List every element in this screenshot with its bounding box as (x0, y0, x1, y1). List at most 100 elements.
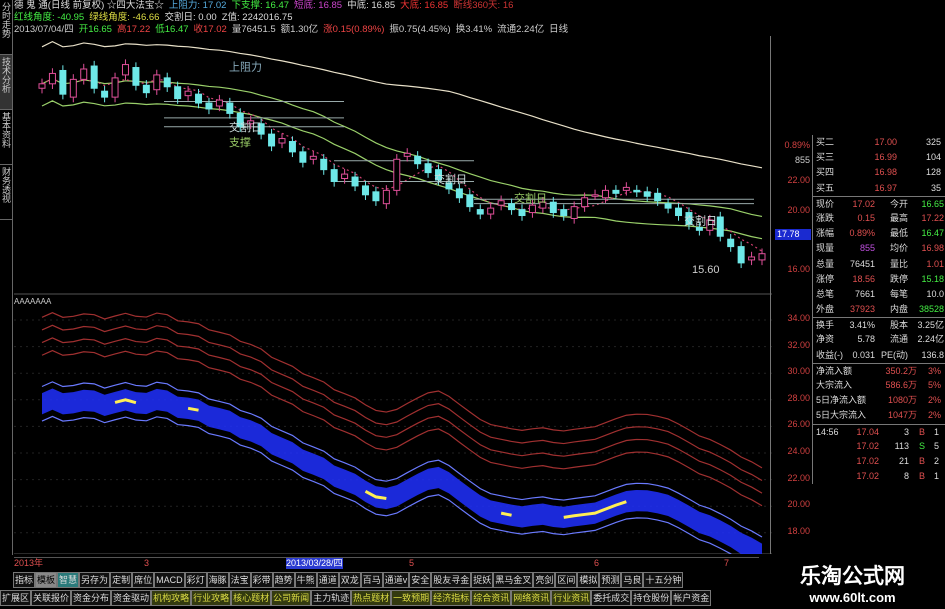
indicator-tab[interactable]: 另存为 (79, 572, 111, 588)
quote-cell: 5% (927, 380, 941, 390)
quote-cell: 买四 (816, 167, 835, 178)
date-label: 2013/03/28/四 (286, 558, 343, 569)
info-tab[interactable]: 帐户资金 (671, 590, 712, 606)
highlight-segment (500, 511, 512, 517)
indicator-tab[interactable]: 十五分钟 (643, 572, 684, 588)
indicator-tab[interactable]: 通道v (382, 572, 410, 588)
side-tab-finance[interactable]: 财务透视 (0, 165, 12, 220)
info-tabs: 扩展区 关联报价 资金分布 资金驱动 机构攻略 行业攻略 核心题材 公司新闻 主力轨迹 热点题材一… (0, 590, 712, 606)
indicator-tab[interactable]: 股友寻金 (431, 572, 472, 588)
header-field: 高17.22 (116, 24, 151, 35)
info-tab[interactable]: 综合资讯 (471, 590, 512, 606)
candle-body (581, 197, 589, 208)
candle-body (716, 216, 724, 237)
quote-row: 收益(-) 0.031 PE(动) 136.8 (813, 348, 945, 363)
quote-cell: 均价 (889, 243, 908, 254)
indicator-tab[interactable]: 席位 (132, 572, 155, 588)
candle-body (247, 120, 255, 125)
indicator-tab[interactable]: 海豚 (206, 572, 229, 588)
info-tab[interactable]: 网络资讯 (511, 590, 552, 606)
indicator-tab[interactable]: 百马 (360, 572, 383, 588)
info-tab[interactable]: 公司新闻 (271, 590, 312, 606)
indicator-tab[interactable]: 黑马金叉 (493, 572, 534, 588)
quote-cell: 16.99 (874, 152, 897, 163)
quote-cell: 16.98 (874, 167, 897, 178)
candle-body (445, 182, 453, 190)
side-tab-basic[interactable]: 基本资料 (0, 110, 12, 165)
chart-label-support: 支撑 (229, 135, 251, 149)
indicator-tab[interactable]: 双龙 (338, 572, 361, 588)
info-tab[interactable]: 核心题材 (231, 590, 272, 606)
info-tab[interactable]: 经济指标 (431, 590, 472, 606)
info-tab[interactable]: 持仓股份 (631, 590, 672, 606)
candle-body (153, 74, 161, 91)
info-tab[interactable]: 关联报价 (31, 590, 72, 606)
header-field: 绿线角度: -46.66 (89, 12, 160, 23)
indicator-tab[interactable]: 捉妖 (471, 572, 494, 588)
indicator-tab[interactable]: 模板 (35, 572, 58, 588)
indicator-tab[interactable]: 预测 (599, 572, 622, 588)
indicator-tabs: 指标 模板 智慧 另存为 定制 席位 MACD 彩灯 海豚 法宝 彩带 趋势 牛熊 通道 双龙 百马 通道v 安全… (13, 572, 684, 588)
header-field: 交割日: 0.00 (164, 12, 217, 23)
quote-cell: 35 (930, 182, 941, 193)
quote-cell: 涨幅 (816, 228, 835, 239)
ma-long-line (41, 40, 763, 169)
indicator-tab[interactable]: 牛熊 (294, 572, 317, 588)
header-field: Z值: 2242016.75 (221, 12, 293, 23)
indicator-tick: 26.00 (787, 419, 810, 430)
quote-cell: 3.41% (849, 320, 875, 331)
quote-cell: 14:56 (816, 426, 839, 437)
quote-row: 14:56 17.04 3 B 1 (813, 423, 945, 439)
indicator-tab[interactable]: 安全 (409, 572, 432, 588)
info-tab[interactable]: 委托成交 (591, 590, 632, 606)
quote-row: 外盘 37923 内盘 38528 (813, 302, 945, 317)
indicator-tab[interactable]: 彩带 (250, 572, 273, 588)
info-tab[interactable]: 行业资讯 (551, 590, 592, 606)
indicator-tab[interactable]: 指标 (13, 572, 36, 588)
candle-body (101, 90, 109, 98)
date-label: 2013年 (14, 558, 44, 568)
candle-body (643, 191, 651, 197)
candle-body (309, 155, 317, 160)
indicator-tab[interactable]: 通道 (316, 572, 339, 588)
indicator-tab[interactable]: 趋势 (272, 572, 295, 588)
indicator-tab[interactable]: 区间 (555, 572, 578, 588)
indicator-tab[interactable]: 智慧 (57, 572, 80, 588)
candle-body (226, 102, 234, 114)
price-tick: 20.00 (787, 205, 810, 215)
info-tab[interactable]: 资金驱动 (111, 590, 152, 606)
indicator-tab[interactable]: 马良 (621, 572, 644, 588)
band-edge (41, 381, 763, 538)
info-tab[interactable]: 热点题材 (351, 590, 392, 606)
indicator-tab[interactable]: 定制 (110, 572, 133, 588)
side-tab-intraday[interactable]: 分时走势 (0, 0, 12, 55)
quote-cell: 总量 (816, 258, 835, 269)
indicator-tab[interactable]: 彩灯 (184, 572, 207, 588)
candle-body (685, 212, 693, 225)
quote-row: 净流入额 350.2万 3% (813, 362, 945, 378)
quote-cell: 8 (903, 471, 909, 482)
candle-body (111, 77, 119, 98)
quote-cell: 跌停 (889, 273, 908, 284)
indicator-tab[interactable]: 模拟 (577, 572, 600, 588)
indicator-name: AAAAAAA (14, 297, 52, 306)
header-field: 德 鬼 通(日线 前复权) ☆四大法宝☆ (14, 0, 164, 11)
info-tab[interactable]: 扩展区 (0, 590, 32, 606)
header-field: 红线角度: -40.95 (14, 12, 85, 23)
quote-cell: 股本 (889, 320, 908, 331)
info-tab[interactable]: 主力轨迹 (311, 590, 352, 606)
candle-body (570, 206, 578, 219)
indicator-tab[interactable]: 亮剑 (533, 572, 556, 588)
quote-cell: 2% (927, 410, 941, 421)
candle-body (654, 192, 662, 202)
indicator-tab[interactable]: MACD (154, 572, 185, 588)
quote-cell: 17.02 (856, 471, 879, 482)
info-tab[interactable]: 行业攻略 (191, 590, 232, 606)
info-tab[interactable]: 一致预期 (391, 590, 432, 606)
candle-body (48, 72, 56, 85)
side-tab-technical[interactable]: 技术分析 (0, 55, 12, 110)
indicator-tab[interactable]: 法宝 (228, 572, 251, 588)
info-tab[interactable]: 机构攻略 (151, 590, 192, 606)
info-tab[interactable]: 资金分布 (71, 590, 112, 606)
